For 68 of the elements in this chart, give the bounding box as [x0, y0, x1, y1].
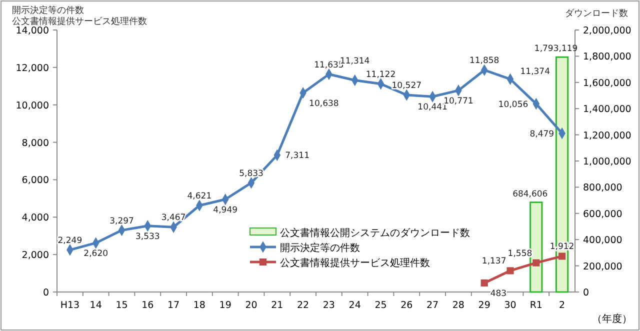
x-tick-label: 25 [374, 300, 387, 311]
data-label: 4,621 [187, 192, 212, 202]
y2-tick-label: 400,000 [583, 235, 622, 246]
y-axis-title: 開示決定等の件数 [12, 5, 84, 16]
point [480, 279, 488, 286]
data-label: 3,297 [110, 216, 134, 226]
data-label: 3,533 [135, 232, 160, 242]
data-label: 4,949 [213, 205, 238, 216]
data-label: 11,858 [469, 56, 500, 66]
y2-tick-label: 1,400,000 [583, 104, 632, 116]
x-tick-label: 15 [116, 300, 128, 311]
x-tick-label: 19 [219, 300, 232, 311]
point [532, 259, 540, 266]
x-tick-label: 24 [348, 300, 361, 311]
x-tick-label: H13 [60, 300, 80, 311]
x-axis-title: （年度） [592, 313, 632, 325]
y-tick-label: 4,000 [22, 212, 49, 224]
data-label: 1,137 [482, 256, 506, 267]
y2-tick-label: 0 [583, 288, 590, 298]
x-tick-label: 28 [452, 300, 464, 311]
y-tick-label: 10,000 [16, 100, 49, 112]
x-tick-label: 22 [297, 300, 310, 311]
y2-tick-label: 1,800,000 [583, 52, 632, 63]
data-label: 10,638 [309, 98, 339, 109]
text: 公文書情報提供サービス処理件数 [12, 16, 147, 27]
data-label: 2,249 [58, 236, 82, 246]
x-tick-label: 27 [426, 300, 439, 311]
y2-tick-label: 200,000 [583, 261, 622, 272]
data-label: 8,479 [530, 129, 554, 140]
y2-tick-label: 600,000 [583, 208, 622, 220]
y-tick-label: 14,000 [16, 26, 49, 36]
data-label: 10,527 [392, 80, 422, 91]
x-tick-label: 2 [559, 300, 566, 311]
data-label: 684,606 [512, 189, 548, 200]
data-label: 11,122 [366, 70, 396, 80]
point [558, 252, 566, 260]
y2-tick-label: 1,600,000 [583, 78, 632, 89]
x-tick-label: 18 [193, 300, 206, 311]
legend-label: 公文書情報提供サービス処理件数 [280, 257, 430, 269]
x-tick-label: 23 [322, 300, 335, 311]
y2-tick-label: 1,000,000 [583, 156, 632, 168]
data-label: 10,056 [498, 100, 528, 110]
y2-tick-label: 2,000,000 [583, 26, 632, 36]
x-tick-label: 17 [168, 300, 180, 311]
x-tick-label: 26 [400, 300, 413, 311]
legend-label: 開示決定等の件数 [280, 242, 360, 254]
x-tick-label: 29 [478, 300, 490, 311]
x-tick-label: 16 [142, 300, 154, 311]
y-tick-label: 2,000 [22, 250, 49, 262]
data-label: 2,620 [84, 248, 108, 259]
y2-axis-title: ダウンロード数 [565, 8, 628, 19]
y-tick-label: 12,000 [16, 62, 49, 74]
legend-label: 公文書情報公開システムのダウンロード数 [280, 227, 470, 239]
y-tick-label: 6,000 [22, 175, 49, 186]
point [506, 267, 514, 274]
x-tick-label: 20 [245, 300, 258, 311]
y2-tick-label: 800,000 [583, 182, 622, 194]
x-tick-label: 21 [271, 300, 284, 311]
y-tick-label: 0 [42, 288, 49, 298]
y-tick-label: 8,000 [22, 138, 49, 149]
x-tick-label: R1 [530, 300, 542, 311]
data-label: 7,311 [285, 151, 310, 162]
data-label: 483 [490, 288, 507, 299]
data-label: 11,374 [520, 67, 550, 78]
x-tick-label: 30 [504, 300, 516, 311]
y2-tick-label: 1,200,000 [583, 130, 632, 142]
x-tick-label: 14 [90, 300, 102, 311]
data-label: 1,793,119 [534, 44, 578, 54]
